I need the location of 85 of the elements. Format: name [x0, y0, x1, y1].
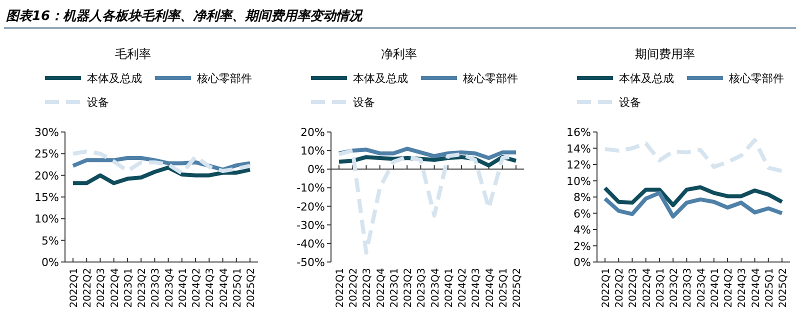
- x-tick-label: 2022Q4: [376, 268, 387, 308]
- x-tick-label: 2022Q2: [614, 268, 626, 308]
- x-tick-label: 2025Q2: [246, 268, 257, 308]
- y-tick-label: 14%: [566, 142, 591, 156]
- chart-title: 净利率: [381, 47, 417, 61]
- x-tick-label: 2024Q4: [750, 268, 762, 308]
- legend-label: 核心零部件: [462, 72, 518, 85]
- y-tick-label: 16%: [566, 126, 591, 139]
- legend-label: 本体及总成: [353, 72, 408, 85]
- x-tick-label: 2023Q2: [403, 268, 414, 308]
- legend-label: 核心零部件: [728, 72, 784, 85]
- legend-label: 核心零部件: [196, 72, 252, 85]
- y-tick-label: 0%: [42, 256, 59, 269]
- y-tick-label: 6%: [574, 207, 591, 220]
- x-tick-label: 2022Q4: [110, 268, 121, 308]
- x-tick-label: 2024Q3: [737, 268, 748, 308]
- x-tick-label: 2024Q2: [458, 268, 469, 308]
- legend-label: 设备: [353, 96, 375, 109]
- text: 图表16：机器人各板块毛利率、净利率、期间费用率变动情况: [6, 8, 364, 24]
- y-tick-label: 12%: [566, 158, 591, 172]
- line-series: [71, 166, 252, 186]
- y-tick-label: 0%: [308, 163, 325, 176]
- x-tick-label: 2022Q1: [69, 268, 80, 308]
- x-tick-label: 2025Q2: [778, 268, 789, 308]
- x-tick-label: 2024Q1: [710, 268, 721, 308]
- x-tick-label: 2024Q4: [218, 268, 230, 308]
- x-tick-label: 2023Q2: [669, 268, 680, 308]
- line-series: [603, 190, 784, 218]
- y-tick-label: 5%: [42, 234, 59, 248]
- line-series: [71, 150, 252, 176]
- x-tick-label: 2024Q1: [178, 268, 189, 308]
- line-series: [603, 138, 784, 173]
- y-tick-label: -50%: [296, 256, 325, 269]
- legend-label: 本体及总成: [619, 72, 674, 85]
- x-tick-label: 2022Q4: [642, 268, 653, 308]
- x-tick-label: 2023Q1: [389, 268, 400, 308]
- y-tick-label: 30%: [34, 126, 59, 139]
- y-tick-label: 10%: [34, 212, 59, 226]
- y-tick-label: 8%: [574, 191, 591, 204]
- x-tick-label: 2023Q3: [682, 268, 694, 308]
- chart-title: 期间费用率: [635, 47, 695, 61]
- y-tick-label: 15%: [34, 191, 59, 204]
- x-tick-label: 2024Q4: [484, 268, 496, 308]
- x-tick-label: 2024Q2: [724, 268, 735, 308]
- y-tick-label: 25%: [34, 148, 59, 161]
- y-tick-label: -40%: [296, 237, 325, 250]
- x-tick-label: 2025Q1: [232, 268, 244, 308]
- x-tick-label: 2023Q4: [696, 268, 708, 308]
- x-tick-label: 2022Q3: [96, 268, 108, 308]
- line-series: [603, 185, 784, 208]
- y-tick-label: 10%: [566, 174, 591, 188]
- x-tick-label: 2025Q1: [764, 268, 776, 308]
- x-tick-label: 2023Q1: [655, 268, 666, 308]
- x-tick-label: 2023Q2: [137, 268, 148, 308]
- y-tick-label: 0%: [574, 256, 591, 269]
- y-tick-label: 20%: [300, 126, 325, 139]
- y-tick-label: 10%: [300, 144, 325, 158]
- chart-title: 毛利率: [115, 47, 151, 61]
- x-tick-label: 2023Q3: [150, 268, 162, 308]
- x-tick-label: 2022Q1: [601, 268, 612, 308]
- x-tick-label: 2022Q2: [348, 268, 360, 308]
- x-tick-label: 2023Q3: [416, 268, 428, 308]
- x-tick-label: 2024Q3: [471, 268, 482, 308]
- x-tick-label: 2025Q2: [512, 268, 523, 308]
- x-tick-label: 2024Q2: [192, 268, 203, 308]
- x-tick-label: 2022Q2: [82, 268, 94, 308]
- legend-label: 本体及总成: [87, 72, 142, 85]
- y-tick-label: 20%: [34, 169, 59, 182]
- x-tick-label: 2023Q4: [430, 268, 442, 308]
- x-tick-label: 2024Q3: [205, 268, 216, 308]
- x-tick-label: 2025Q1: [498, 268, 510, 308]
- x-tick-label: 2022Q3: [362, 268, 374, 308]
- x-tick-label: 2022Q3: [628, 268, 640, 308]
- y-tick-label: -30%: [296, 218, 325, 232]
- y-tick-label: -20%: [296, 200, 325, 214]
- legend-label: 设备: [87, 96, 109, 109]
- y-tick-label: 2%: [574, 240, 591, 253]
- x-tick-label: 2023Q1: [123, 268, 134, 308]
- line-series: [337, 146, 518, 160]
- x-tick-label: 2023Q4: [164, 268, 176, 308]
- y-tick-label: -10%: [296, 182, 325, 195]
- y-tick-label: 4%: [574, 224, 591, 236]
- x-tick-label: 2024Q1: [444, 268, 455, 308]
- legend-label: 设备: [619, 96, 641, 109]
- x-tick-label: 2022Q1: [335, 268, 346, 308]
